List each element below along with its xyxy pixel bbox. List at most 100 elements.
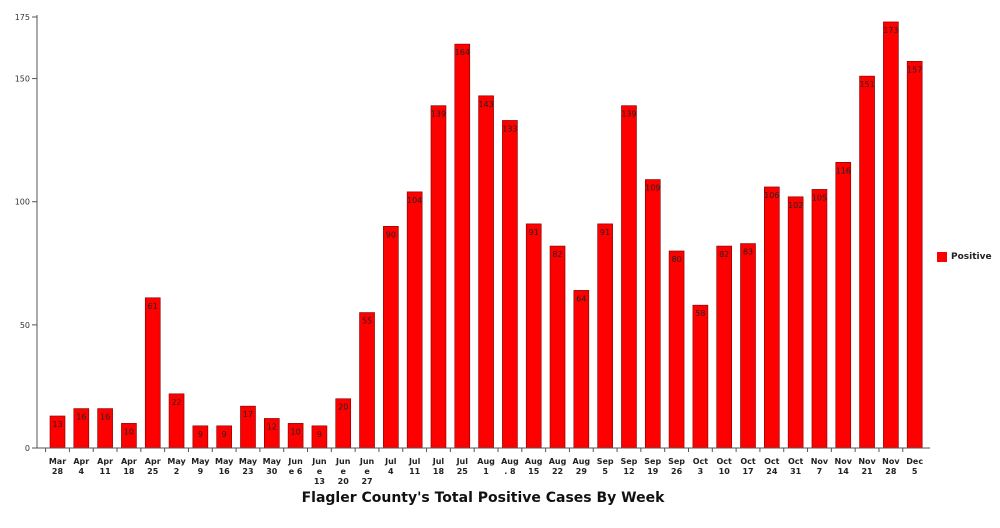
- data-label: 83: [743, 248, 753, 257]
- data-label: 91: [600, 228, 610, 237]
- x-tick-label: Jul 4: [384, 457, 397, 476]
- bar: [692, 304, 709, 449]
- y-tick-label: 50: [20, 321, 30, 330]
- data-label: 82: [719, 250, 729, 259]
- bar: [597, 223, 613, 449]
- bar: [668, 250, 685, 449]
- data-label: 102: [788, 201, 803, 210]
- data-label: 20: [338, 403, 348, 412]
- x-tick-label: May 16: [215, 457, 234, 476]
- data-label: 64: [576, 294, 586, 303]
- data-label: 104: [407, 196, 422, 205]
- x-tick-label: Aug 1: [477, 457, 495, 476]
- x-tick-label: May 30: [263, 457, 282, 476]
- legend-swatch: [937, 252, 947, 262]
- x-tick-label: Aug 22: [549, 457, 567, 476]
- x-tick-label: Aug. 8: [501, 457, 519, 476]
- data-label: 139: [621, 110, 636, 119]
- data-label: 13: [52, 420, 62, 429]
- data-label: 143: [478, 100, 493, 109]
- bar: [502, 120, 518, 449]
- data-label: 12: [267, 422, 277, 431]
- data-label: 9: [198, 430, 203, 439]
- data-label: 9: [317, 430, 322, 439]
- data-label: 10: [124, 427, 134, 436]
- y-tick-label: 100: [15, 198, 30, 207]
- x-tick-label: Sep 5: [597, 457, 614, 476]
- x-tick-label: Nov 28: [882, 457, 900, 476]
- x-tick-label: Nov 21: [858, 457, 876, 476]
- x-tick-label: Apr 4: [73, 457, 89, 476]
- legend: Positive: [937, 252, 992, 262]
- bar: [144, 297, 161, 449]
- data-label: 164: [455, 48, 470, 57]
- data-label: 9: [222, 430, 227, 439]
- x-tick-label: May 23: [239, 457, 258, 476]
- data-label: 133: [502, 124, 517, 133]
- bar: [811, 189, 828, 449]
- bar: [764, 186, 780, 449]
- legend-label: Positive: [951, 252, 992, 262]
- bar: [787, 196, 804, 449]
- data-label: 157: [907, 65, 922, 74]
- data-label: 151: [859, 80, 874, 89]
- x-tick-label: Jul 25: [456, 457, 469, 476]
- data-label: 91: [529, 228, 539, 237]
- y-tick-label: 0: [25, 444, 30, 453]
- bar: [406, 191, 423, 449]
- x-tick-label: Jul 18: [432, 457, 445, 476]
- data-label: 16: [100, 413, 110, 422]
- data-label: 173: [883, 26, 898, 35]
- data-label: 139: [431, 110, 446, 119]
- x-axis: Mar 28 Apr 4 Apr 11 Apr 18 Apr 25 May 2 May 9 May 16 May…: [37, 447, 930, 486]
- x-tick-label: Aug 15: [525, 457, 543, 476]
- x-tick-label: May 9: [191, 457, 210, 476]
- data-label: 55: [362, 317, 372, 326]
- data-label: 105: [812, 193, 827, 202]
- data-label: 80: [671, 255, 681, 264]
- x-tick-label: Jun e 13: [311, 457, 327, 486]
- x-tick-label: Oct 24: [764, 457, 780, 476]
- x-tick-label: Sep 12: [620, 457, 637, 476]
- x-tick-label: Dec 5: [906, 457, 923, 476]
- data-label: 61: [148, 302, 158, 311]
- data-label: 22: [171, 398, 181, 407]
- bar: [359, 312, 375, 449]
- y-tick-label: 150: [15, 75, 30, 84]
- bar: [454, 43, 471, 449]
- data-label: 82: [552, 250, 562, 259]
- x-tick-label: Oct 31: [788, 457, 804, 476]
- y-tick-label: 175: [15, 13, 30, 22]
- x-tick-label: Apr 18: [121, 457, 137, 476]
- x-tick-label: Apr 11: [97, 457, 113, 476]
- bar: [549, 245, 566, 449]
- y-axis: 0 50 100 150 175: [15, 13, 38, 453]
- bar: [716, 245, 733, 449]
- x-tick-label: Mar 28: [49, 457, 66, 476]
- x-tick-label: Nov 7: [811, 457, 829, 476]
- data-label: 10: [291, 427, 301, 436]
- bar: [740, 243, 756, 449]
- x-tick-label: Sep 26: [668, 457, 685, 476]
- x-tick-label: May 2: [167, 457, 186, 476]
- bar: [478, 95, 494, 449]
- bar: [835, 162, 852, 449]
- x-tick-label: Oct 17: [740, 457, 756, 476]
- data-label: 90: [386, 230, 396, 239]
- bar: [859, 75, 875, 449]
- x-tick-label: Apr 25: [145, 457, 161, 476]
- x-tick-label: Jul 11: [408, 457, 421, 476]
- bar: [883, 21, 899, 449]
- x-tick-label: Oct 10: [717, 457, 733, 476]
- bar: [644, 179, 661, 449]
- x-tick-label: Aug 29: [573, 457, 591, 476]
- x-tick-label: Sep 19: [644, 457, 661, 476]
- data-label: 17: [243, 410, 253, 419]
- x-tick-label: Nov 14: [835, 457, 853, 476]
- x-tick-label: Oct 3: [693, 457, 709, 476]
- x-tick-label: Jun e 20: [335, 457, 351, 486]
- bar: [525, 223, 542, 449]
- x-tick-label: Jun e 6: [287, 457, 303, 476]
